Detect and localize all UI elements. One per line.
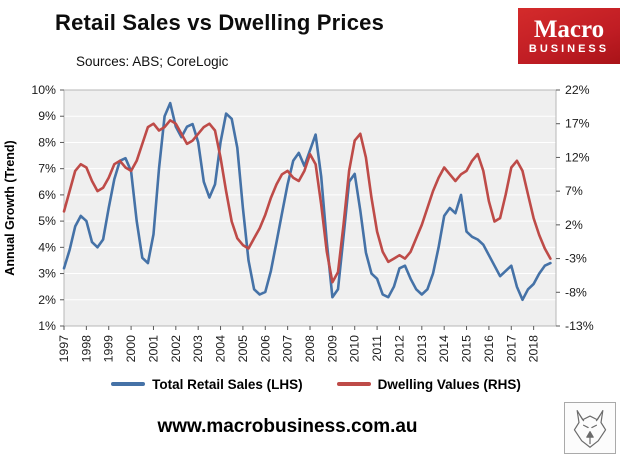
sources-note: Sources: ABS; CoreLogic xyxy=(76,54,229,69)
x-axis-label: 2001 xyxy=(146,335,160,363)
left-axis-label: 4% xyxy=(38,240,56,254)
logo-word-business: BUSINESS xyxy=(528,42,610,55)
right-axis-label: 12% xyxy=(565,150,590,164)
legend-item-retail-sales: Total Retail Sales (LHS) xyxy=(111,377,303,392)
right-axis-label: 2% xyxy=(565,218,583,232)
left-axis-label: 7% xyxy=(38,162,56,176)
series-line-1 xyxy=(62,118,552,284)
legend: Total Retail Sales (LHS) Dwelling Values… xyxy=(0,374,632,394)
y-axis-title: Annual Growth (Trend) xyxy=(3,140,17,275)
left-axis-label: 3% xyxy=(38,267,56,281)
footer: www.macrobusiness.com.au xyxy=(0,402,632,458)
logo-word-macro: Macro xyxy=(533,15,605,43)
legend-line-blue xyxy=(111,382,146,386)
x-axis-label: 2014 xyxy=(437,335,451,363)
series-line-0 xyxy=(62,101,552,302)
left-axis-label: 9% xyxy=(38,109,56,123)
left-axis-label: 1% xyxy=(38,319,56,333)
x-axis-label: 2011 xyxy=(370,335,384,362)
chart-plot: 1% 2% 3% 4% 5% 6% 7% 8% 9% 10% -13% -8% -3% 2% 7% 12% 17… xyxy=(3,84,594,363)
left-axis-label: 6% xyxy=(38,188,56,202)
header: Retail Sales vs Dwelling Prices Sources:… xyxy=(0,0,632,84)
macrobusiness-logo: Macro BUSINESS xyxy=(518,8,620,64)
x-axis-label: 2006 xyxy=(258,335,272,363)
x-axis-label: 1999 xyxy=(102,335,116,363)
x-axis-label: 2002 xyxy=(169,335,183,363)
chart-title: Retail Sales vs Dwelling Prices xyxy=(55,10,385,35)
x-axis-label: 2003 xyxy=(191,335,205,363)
x-axis-label: 2004 xyxy=(214,335,228,363)
x-axis-label: 2010 xyxy=(348,335,362,363)
legend-label-dwelling-values: Dwelling Values (RHS) xyxy=(377,376,521,392)
x-axis-label: 2015 xyxy=(460,335,474,363)
x-axis-label: 2016 xyxy=(482,335,496,363)
x-axis-label: 1998 xyxy=(79,335,93,363)
x-axis-label: 2017 xyxy=(504,335,518,363)
x-axis-label: 2009 xyxy=(325,335,339,363)
right-axis-label: 22% xyxy=(565,84,590,97)
legend-item-dwelling-values: Dwelling Values (RHS) xyxy=(336,376,521,392)
right-axis-label: -3% xyxy=(565,252,587,266)
x-axis-label: 2007 xyxy=(281,335,295,363)
right-axis-label: -8% xyxy=(565,285,587,299)
left-axis-label: 5% xyxy=(38,214,56,228)
x-axis-label: 2012 xyxy=(392,335,406,363)
x-axis-label: 2013 xyxy=(415,335,429,363)
legend-label-retail-sales: Total Retail Sales (LHS) xyxy=(152,376,303,392)
plot-area xyxy=(64,90,556,326)
right-axis-label: 7% xyxy=(565,184,583,198)
left-axis-label: 2% xyxy=(38,293,56,307)
right-axis-label: -13% xyxy=(565,319,594,333)
left-axis-label: 10% xyxy=(31,84,56,97)
x-axis-label: 2008 xyxy=(303,335,317,363)
right-axis-label: 17% xyxy=(565,117,590,131)
left-axis-label: 8% xyxy=(38,135,56,149)
x-axis-label: 2005 xyxy=(236,335,250,363)
x-axis-label: 2018 xyxy=(527,335,541,363)
x-axis-label: 1997 xyxy=(57,335,71,363)
website-url: www.macrobusiness.com.au xyxy=(157,416,418,437)
wolf-logo xyxy=(564,402,616,454)
wolf-sketch-icon xyxy=(573,409,607,448)
x-axis-label: 2000 xyxy=(124,335,138,363)
legend-line-red xyxy=(336,382,371,386)
